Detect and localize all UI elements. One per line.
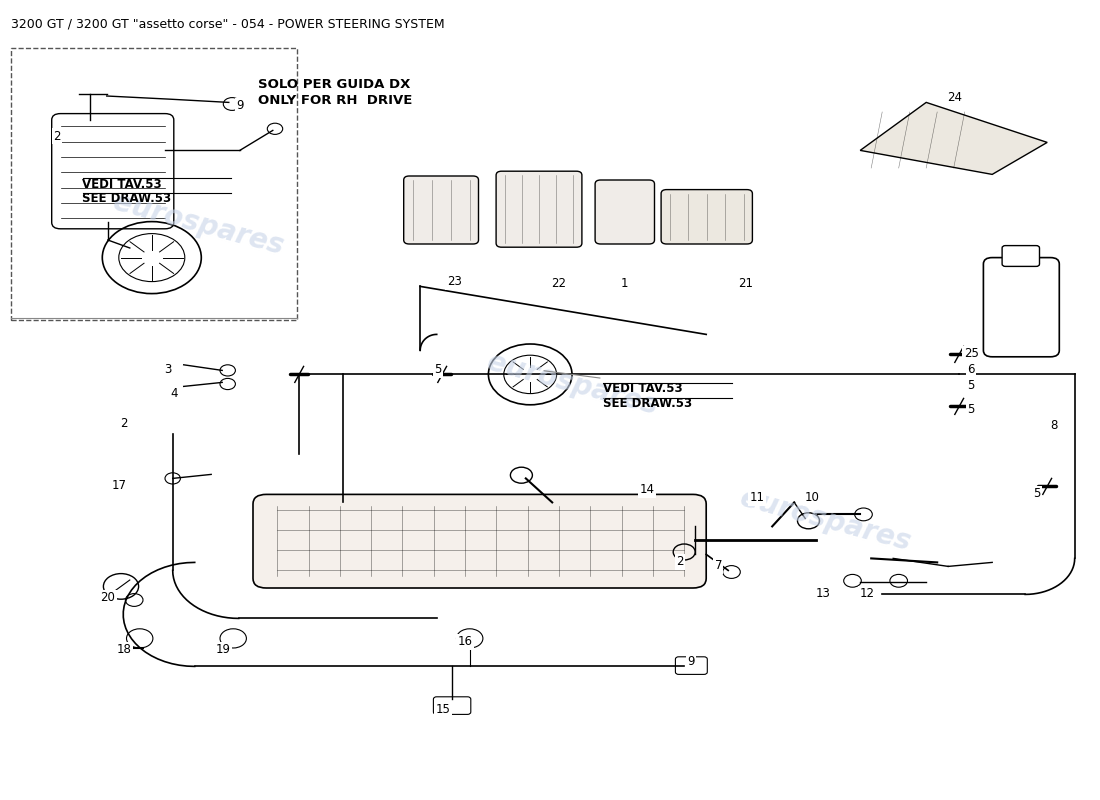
FancyBboxPatch shape	[675, 657, 707, 674]
FancyBboxPatch shape	[595, 180, 654, 244]
Text: 7: 7	[715, 559, 722, 572]
Text: 5: 5	[968, 379, 975, 392]
Text: 3200 GT / 3200 GT "assetto corse" - 054 - POWER STEERING SYSTEM: 3200 GT / 3200 GT "assetto corse" - 054 …	[11, 18, 444, 30]
Text: SOLO PER GUIDA DX: SOLO PER GUIDA DX	[258, 78, 411, 91]
Text: 8: 8	[1050, 419, 1057, 432]
Text: 9: 9	[688, 655, 694, 668]
Text: 11: 11	[749, 491, 764, 504]
Text: 18: 18	[117, 643, 132, 656]
Text: SEE DRAW.53: SEE DRAW.53	[82, 192, 172, 205]
Polygon shape	[860, 102, 1047, 174]
Text: 1: 1	[621, 277, 628, 290]
Text: eurospares: eurospares	[110, 188, 286, 260]
FancyBboxPatch shape	[433, 697, 471, 714]
Text: 24: 24	[947, 91, 962, 104]
Text: ONLY FOR RH  DRIVE: ONLY FOR RH DRIVE	[258, 94, 412, 107]
Text: VEDI TAV.53: VEDI TAV.53	[603, 382, 682, 395]
Text: 17: 17	[111, 479, 126, 492]
Text: 25: 25	[964, 347, 979, 360]
FancyBboxPatch shape	[404, 176, 478, 244]
FancyBboxPatch shape	[983, 258, 1059, 357]
Text: 19: 19	[216, 643, 231, 656]
Text: eurospares: eurospares	[737, 484, 913, 556]
Text: 9: 9	[236, 99, 243, 112]
Text: 5: 5	[434, 363, 441, 376]
Text: 22: 22	[551, 277, 566, 290]
Text: eurospares: eurospares	[484, 348, 660, 420]
Text: VEDI TAV.53: VEDI TAV.53	[82, 178, 162, 190]
Text: 10: 10	[804, 491, 820, 504]
Text: 15: 15	[436, 703, 451, 716]
Text: 13: 13	[815, 587, 830, 600]
Text: SEE DRAW.53: SEE DRAW.53	[603, 397, 692, 410]
Text: 2: 2	[121, 417, 128, 430]
Text: 3: 3	[165, 363, 172, 376]
Text: 12: 12	[859, 587, 874, 600]
Text: 14: 14	[639, 483, 654, 496]
Text: 21: 21	[738, 277, 754, 290]
Text: 4: 4	[170, 387, 177, 400]
Text: 16: 16	[458, 635, 473, 648]
Text: 5: 5	[1034, 487, 1041, 500]
Text: 20: 20	[100, 591, 116, 604]
FancyBboxPatch shape	[253, 494, 706, 588]
FancyBboxPatch shape	[661, 190, 752, 244]
Text: 2: 2	[676, 555, 683, 568]
FancyBboxPatch shape	[496, 171, 582, 247]
FancyBboxPatch shape	[1002, 246, 1040, 266]
FancyBboxPatch shape	[52, 114, 174, 229]
Text: 5: 5	[968, 403, 975, 416]
Text: 23: 23	[447, 275, 462, 288]
Text: 2: 2	[54, 130, 60, 142]
Text: 6: 6	[968, 363, 975, 376]
